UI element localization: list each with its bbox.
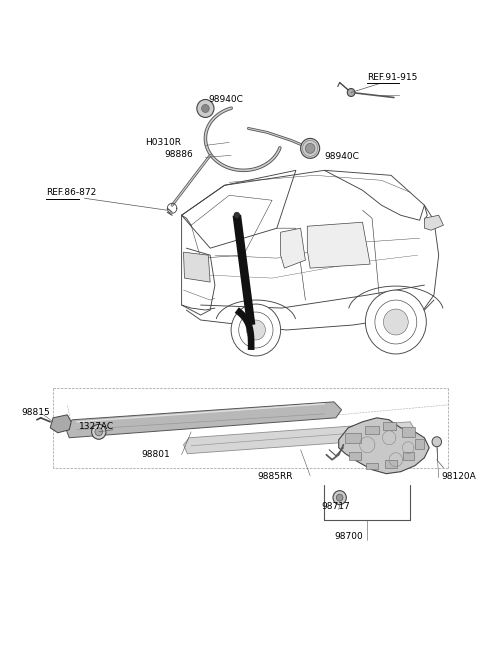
Polygon shape bbox=[281, 228, 305, 268]
Polygon shape bbox=[349, 452, 360, 460]
Circle shape bbox=[432, 437, 442, 447]
Polygon shape bbox=[385, 460, 397, 468]
Polygon shape bbox=[402, 427, 415, 437]
Circle shape bbox=[246, 320, 265, 340]
Circle shape bbox=[348, 89, 355, 96]
Polygon shape bbox=[307, 222, 370, 268]
Polygon shape bbox=[403, 452, 414, 460]
Polygon shape bbox=[424, 215, 444, 230]
Polygon shape bbox=[65, 402, 342, 438]
Text: 98886: 98886 bbox=[165, 150, 193, 159]
Circle shape bbox=[336, 494, 343, 501]
Text: 98717: 98717 bbox=[322, 502, 350, 510]
Polygon shape bbox=[183, 422, 415, 454]
Text: 98700: 98700 bbox=[334, 531, 363, 541]
Polygon shape bbox=[233, 215, 255, 325]
Circle shape bbox=[365, 290, 426, 354]
Text: H0310R: H0310R bbox=[145, 138, 181, 148]
Polygon shape bbox=[235, 307, 254, 350]
Text: 98120A: 98120A bbox=[442, 472, 476, 481]
Circle shape bbox=[333, 491, 347, 504]
Circle shape bbox=[375, 300, 417, 344]
Text: 98940C: 98940C bbox=[208, 96, 243, 104]
Circle shape bbox=[231, 304, 281, 356]
Circle shape bbox=[234, 213, 240, 218]
Text: 98940C: 98940C bbox=[324, 152, 360, 161]
Polygon shape bbox=[339, 418, 429, 474]
Polygon shape bbox=[383, 422, 396, 430]
Polygon shape bbox=[365, 426, 379, 434]
Text: 98801: 98801 bbox=[142, 450, 170, 459]
Polygon shape bbox=[415, 439, 424, 449]
Text: REF.91-915: REF.91-915 bbox=[367, 73, 418, 81]
Circle shape bbox=[92, 424, 106, 440]
Circle shape bbox=[300, 138, 320, 158]
Polygon shape bbox=[366, 462, 378, 468]
Circle shape bbox=[202, 104, 209, 112]
Circle shape bbox=[239, 312, 273, 348]
Text: 9885RR: 9885RR bbox=[258, 472, 293, 481]
Circle shape bbox=[305, 144, 315, 154]
Polygon shape bbox=[346, 433, 360, 443]
Polygon shape bbox=[183, 252, 210, 282]
Text: 98815: 98815 bbox=[22, 408, 50, 417]
Circle shape bbox=[197, 100, 214, 117]
Text: 1327AC: 1327AC bbox=[79, 422, 114, 431]
Polygon shape bbox=[50, 415, 71, 433]
Circle shape bbox=[384, 309, 408, 335]
Text: REF.86-872: REF.86-872 bbox=[47, 188, 96, 197]
Circle shape bbox=[95, 428, 103, 436]
